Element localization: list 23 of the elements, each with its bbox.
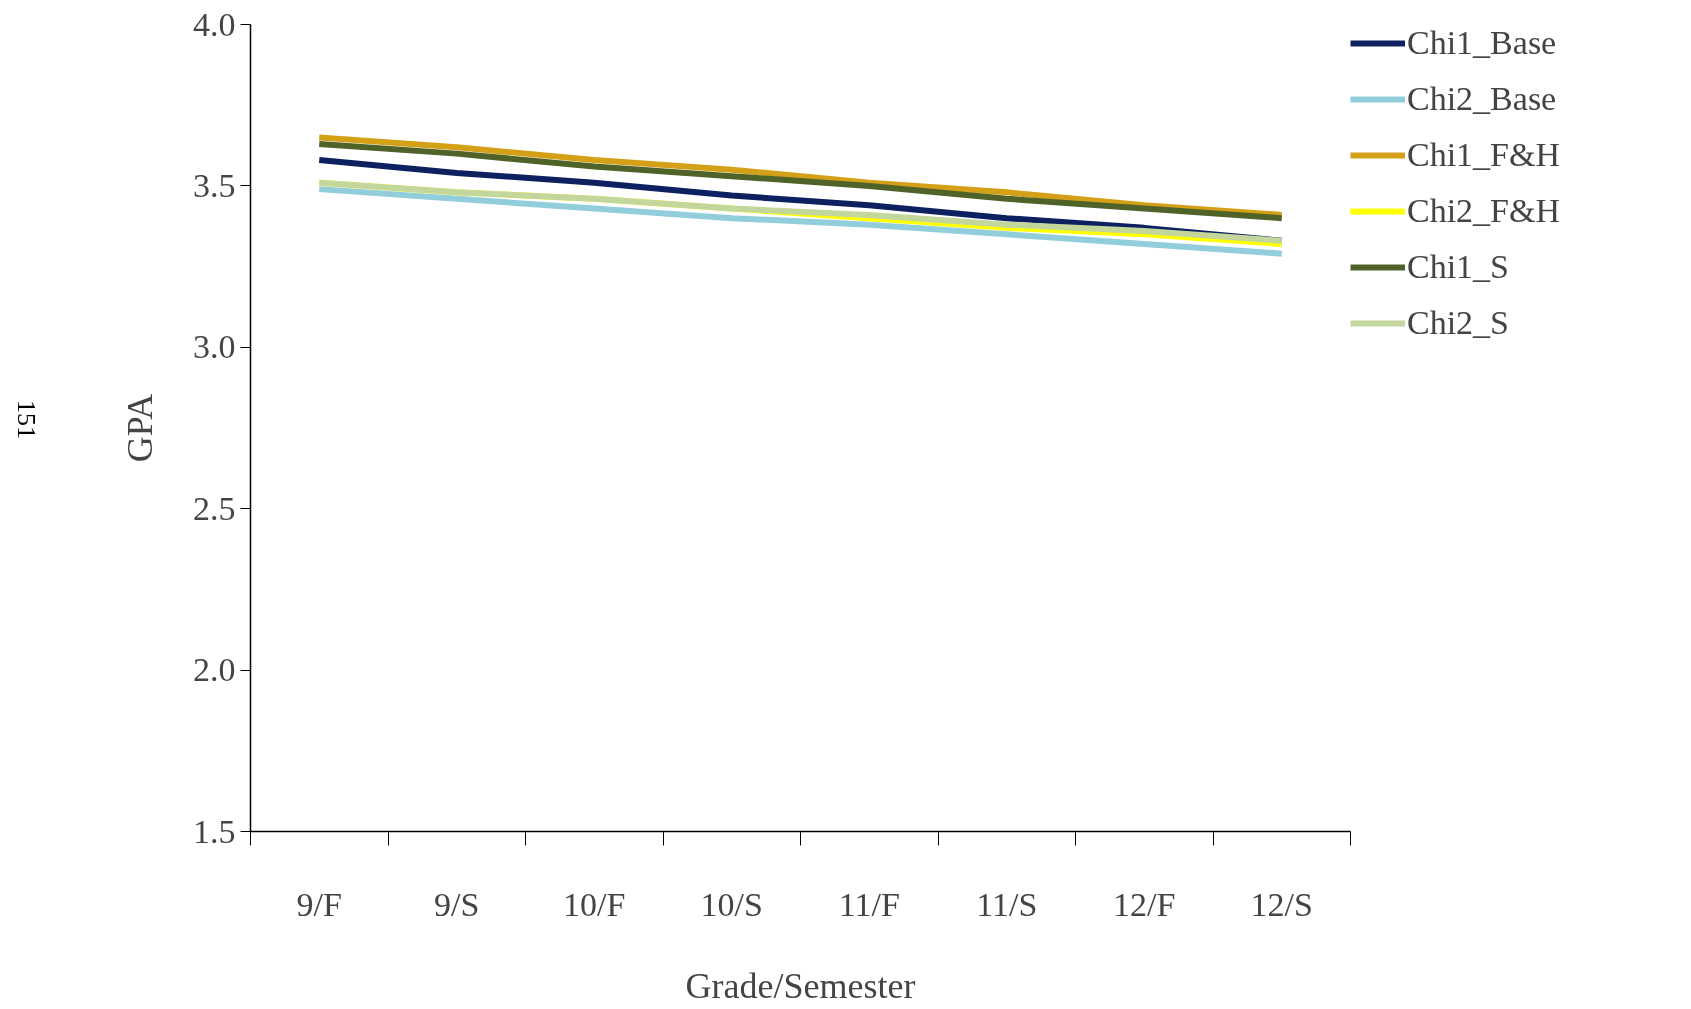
y-axis-title: GPA [120,393,160,463]
x-tick-label: 11/S [976,885,1038,923]
legend-label: Chi1_Base [1407,24,1557,62]
y-tick-label: 4.0 [193,5,236,43]
x-tick-label: 9/S [434,885,480,923]
x-axis-title: Grade/Semester [685,965,916,1006]
y-tick-label: 3.0 [193,328,236,366]
y-tick-label: 1.5 [193,812,236,850]
x-tick-label: 12/F [1113,885,1176,923]
legend-label: Chi2_F&H [1407,192,1561,230]
text: 151 [11,400,42,439]
x-tick-label: 10/F [563,885,626,923]
y-tick-label: 3.5 [193,166,236,204]
y-tick-label: 2.0 [193,651,236,689]
legend-label: Chi1_F&H [1407,136,1561,174]
x-tick-label: 11/F [838,885,900,923]
legend-label: Chi2_S [1407,304,1510,342]
legend-label: Chi2_Base [1407,80,1557,118]
legend-label: Chi1_S [1407,248,1510,286]
y-tick-label: 2.5 [193,489,236,527]
x-tick-label: 10/S [700,885,763,923]
x-tick-label: 12/S [1250,885,1313,923]
x-tick-label: 9/F [296,885,342,923]
